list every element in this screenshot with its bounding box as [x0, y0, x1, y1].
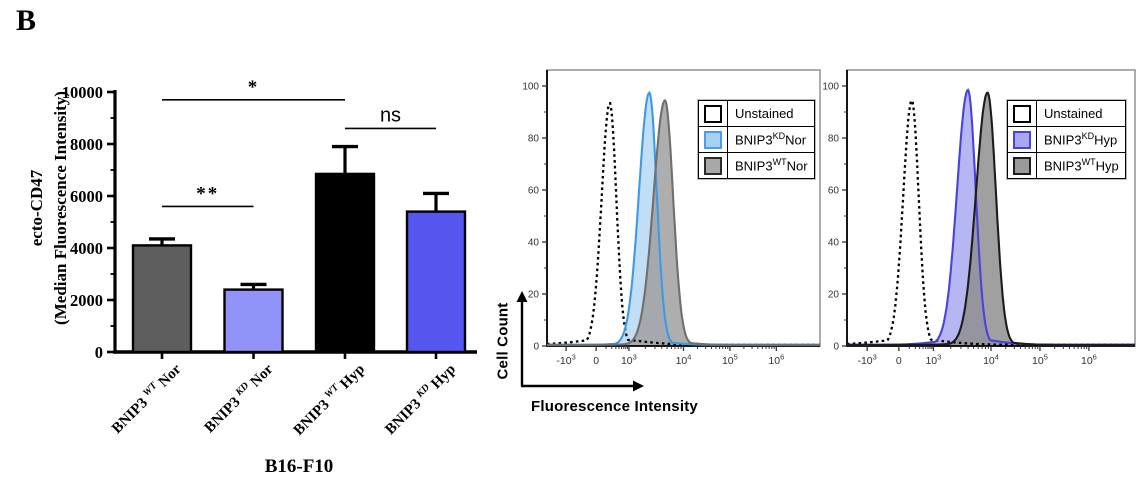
- flow-x-tick-label: 105: [722, 353, 738, 368]
- flow-x-axis-title: Fluorescence Intensity: [531, 398, 698, 415]
- legend-item: Unstained: [699, 101, 814, 126]
- flow-y-tick-label: 80: [528, 134, 540, 145]
- legend-swatch: [1013, 130, 1031, 149]
- legend-item: BNIP3KDNor: [699, 126, 814, 152]
- histogram-curve: [847, 91, 1135, 346]
- flow-axis-arrows: [516, 291, 644, 392]
- bar-0: [131, 244, 193, 354]
- cell-count-arrowhead: [516, 291, 528, 302]
- legend-label: Unstained: [1044, 106, 1103, 121]
- legend-swatch-cell: [1008, 101, 1037, 126]
- fluorescence-arrowhead: [633, 380, 644, 392]
- panel-label: B: [16, 4, 37, 37]
- flow-y-tick-label: 100: [522, 82, 539, 93]
- flow-x-tick-label: -103: [556, 353, 575, 368]
- flow-y-tick-label: 20: [528, 290, 540, 301]
- flow-y-tick-label: 20: [828, 290, 840, 301]
- flow-y-tick-label: 60: [828, 186, 840, 197]
- flow-x-tick-label: 105: [1032, 353, 1048, 368]
- legend-swatch-cell: [1008, 127, 1037, 152]
- legend-item: BNIP3WTNor: [699, 152, 814, 178]
- bar-y-tick-label: 6000: [70, 187, 103, 206]
- bar-3: [405, 210, 467, 354]
- bar-2: [314, 172, 376, 354]
- flow-x-tick-label: 103: [925, 353, 941, 368]
- bar-x-axis-title: B16-F10: [264, 456, 334, 477]
- flow-y-tick-label: 40: [828, 238, 840, 249]
- legend-swatch-cell: [1008, 153, 1037, 178]
- flow-y-tick-label: 40: [528, 238, 540, 249]
- legend-item: Unstained: [1008, 101, 1125, 126]
- legend-normoxia: Unstained BNIP3KDNor BNIP3WTNor: [698, 100, 815, 179]
- legend-label: BNIP3KDHyp: [1044, 131, 1118, 148]
- bar-y-tick-label: 4000: [70, 239, 103, 258]
- flow-x-tick-label: 106: [1081, 353, 1097, 368]
- legend-swatch: [704, 130, 722, 149]
- histogram-curve: [547, 98, 820, 346]
- flow-y-tick-label: 100: [822, 82, 839, 93]
- flow-y-tick-label: 0: [533, 342, 539, 353]
- flow-y-tick-label: 60: [528, 186, 540, 197]
- significance-label: *: [248, 77, 260, 98]
- significance-label: ns: [380, 104, 401, 126]
- legend-swatch: [704, 104, 722, 123]
- legend-swatch: [704, 156, 722, 175]
- legend-item: BNIP3WTHyp: [1008, 152, 1125, 178]
- flow-x-tick-label: -103: [857, 353, 876, 368]
- bar-y-tick-label: 0: [95, 343, 103, 362]
- legend-swatch-cell: [699, 127, 728, 152]
- flow-x-tick-label: 104: [676, 353, 692, 368]
- legend-label: BNIP3WTNor: [735, 157, 808, 174]
- flow-panel-hypoxia: 0 20 40 60 80 100 -103 0 103 104 105 106: [822, 69, 1136, 368]
- legend-swatch: [1013, 104, 1031, 123]
- flow-panel-normoxia: 0 20 40 60 80 100 -103 0 103 104 105 106: [522, 69, 821, 368]
- flow-y-tick-label: 80: [828, 134, 840, 145]
- bar-y-axis-title-line2: (Median Fluorescence Intensity): [51, 91, 70, 325]
- bar-y-axis-title-line1: ecto-CD47: [27, 169, 46, 247]
- flow-x-tick-label: 103: [621, 353, 637, 368]
- bar-y-tick-label: 10000: [62, 83, 103, 102]
- legend-label: BNIP3KDNor: [735, 131, 807, 148]
- legend-swatch-cell: [699, 101, 728, 126]
- bar-1: [223, 288, 284, 354]
- legend-swatch-cell: [699, 153, 728, 178]
- legend-hypoxia: Unstained BNIP3KDHyp BNIP3WTHyp: [1007, 100, 1126, 179]
- flow-x-tick-label: 0: [593, 355, 599, 367]
- legend-label: BNIP3WTHyp: [1044, 157, 1119, 174]
- flow-y-tick-label: 0: [833, 342, 839, 353]
- flow-x-tick-label: 104: [983, 353, 999, 368]
- histogram-fill: [847, 92, 1135, 346]
- flow-x-tick-label: 106: [768, 353, 784, 368]
- bar-y-tick-label: 8000: [70, 135, 103, 154]
- legend-label: Unstained: [735, 106, 794, 121]
- bar-y-tick-label: 2000: [70, 291, 103, 310]
- flow-x-tick-label: 0: [896, 355, 902, 367]
- flow-y-axis-title: Cell Count: [494, 302, 512, 380]
- significance-label: **: [196, 183, 219, 204]
- legend-swatch: [1013, 156, 1031, 175]
- legend-item: BNIP3KDHyp: [1008, 126, 1125, 152]
